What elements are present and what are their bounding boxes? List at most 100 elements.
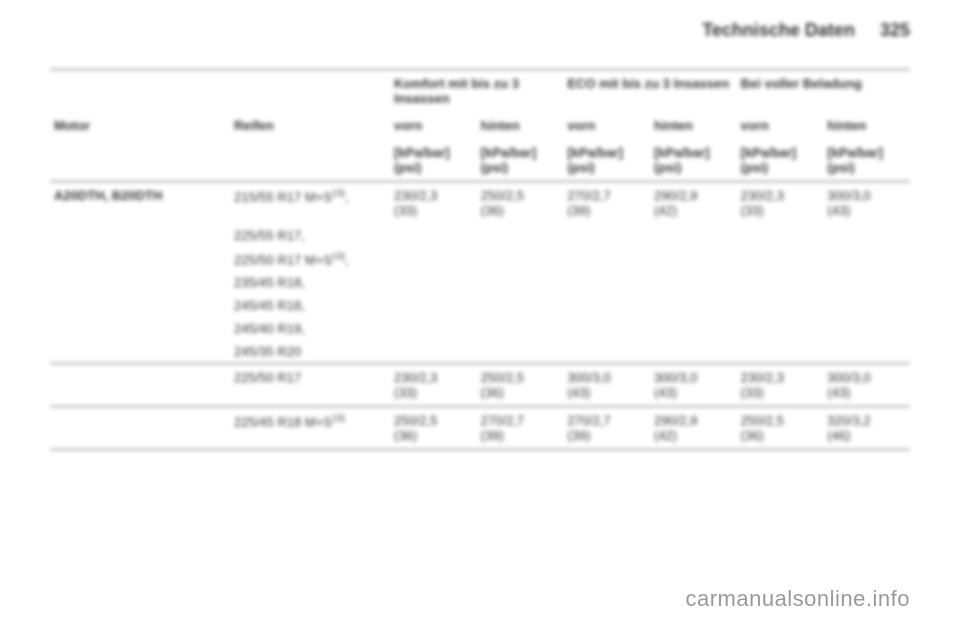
val-a: 320/3,2 [827,413,870,428]
col-motor: Motor [50,112,230,139]
val-b: (43) [654,385,677,400]
val-b: (36) [741,428,764,443]
val-cell: 230/2,3(33) [390,364,477,407]
val-b: (33) [394,385,417,400]
val-b: (33) [394,203,417,218]
unit-2: [kPa/bar] (psi) [477,139,564,182]
val-a: 290/2,9 [654,413,697,428]
tire-row: 225/55 R17, [50,224,910,247]
val-cell: 320/3,2(46) [823,407,910,450]
val-cell: 300/3,0(43) [650,364,737,407]
tire-cell: 245/35 R20 [230,340,390,364]
val-a: 270/2,7 [567,413,610,428]
tire-sup: 13) [332,188,345,198]
tire-cell: 215/55 R17 M+S13), [230,182,390,225]
document-page: Technische Daten 325 Komfort mit bis zu … [0,0,960,642]
header-title: Technische Daten [702,20,855,40]
val-a: 230/2,3 [394,370,437,385]
col-reifen: Reifen [230,112,390,139]
val-b: (36) [481,203,504,218]
val-cell: 250/2,5(36) [390,407,477,450]
page-number: 325 [880,20,910,40]
tire-tail: , [345,189,349,204]
val-a: 250/2,5 [481,188,524,203]
tire-cell: 225/50 R17 [230,364,390,407]
group-header-row: Komfort mit bis zu 3 Insassen ECO mit bi… [50,70,910,113]
tire-row: 245/40 R19, [50,317,910,340]
val-a: 300/3,0 [827,370,870,385]
tire-cell: 225/55 R17, [230,224,390,247]
tire-text: 225/45 R18 M+S [234,415,332,430]
val-cell: 300/3,0(43) [823,182,910,225]
page-header: Technische Daten 325 [50,20,910,41]
val-a: 250/2,5 [481,370,524,385]
col-hinten-2: hinten [650,112,737,139]
val-cell: 300/3,0(43) [823,364,910,407]
val-cell: 250/2,5(36) [737,407,824,450]
val-b: (39) [567,428,590,443]
val-b: (46) [827,428,850,443]
unit-1: [kPa/bar] (psi) [390,139,477,182]
col-vorn-1: vorn [390,112,477,139]
tire-cell: 225/50 R17 M+S13), [230,247,390,271]
unit-3: [kPa/bar] (psi) [563,139,650,182]
val-b: (33) [741,203,764,218]
val-cell: 250/2,5(36) [477,182,564,225]
val-b: (42) [654,428,677,443]
column-header-row: Motor Reifen vorn hinten vorn hinten vor… [50,112,910,139]
tire-sup: 13) [332,251,345,261]
tire-cell: 235/45 R18, [230,271,390,294]
tire-row: 235/45 R18, [50,271,910,294]
val-a: 300/3,0 [567,370,610,385]
val-cell: 270/2,7(39) [563,407,650,450]
val-a: 270/2,7 [567,188,610,203]
val-b: (43) [827,385,850,400]
unit-5: [kPa/bar] (psi) [737,139,824,182]
val-b: (36) [481,385,504,400]
val-cell: 290/2,9(42) [650,407,737,450]
val-b: (33) [741,385,764,400]
tire-text: 215/55 R17 M+S [234,189,332,204]
col-hinten-3: hinten [823,112,910,139]
val-cell: 250/2,5(36) [477,364,564,407]
val-b: (36) [394,428,417,443]
val-a: 270/2,7 [481,413,524,428]
val-a: 230/2,3 [741,188,784,203]
tire-cell: 245/45 R18, [230,294,390,317]
val-cell: 300/3,0(43) [563,364,650,407]
val-cell: 290/2,9(42) [650,182,737,225]
val-cell: 270/2,7(39) [563,182,650,225]
col-vorn-3: vorn [737,112,824,139]
col-vorn-2: vorn [563,112,650,139]
data-row-2: 225/50 R17 230/2,3(33) 250/2,5(36) 300/3… [50,364,910,407]
tire-row: 245/45 R18, [50,294,910,317]
val-a: 250/2,5 [394,413,437,428]
watermark-text: carmanualsonline.info [685,586,910,612]
val-a: 250/2,5 [741,413,784,428]
group-komfort: Komfort mit bis zu 3 Insassen [390,70,563,113]
data-row-3: 225/45 R18 M+S13) 250/2,5(36) 270/2,7(39… [50,407,910,450]
data-row-1: A20DTH, B20DTH 215/55 R17 M+S13), 230/2,… [50,182,910,225]
tire-pressure-table: Komfort mit bis zu 3 Insassen ECO mit bi… [50,69,910,450]
val-a: 290/2,9 [654,188,697,203]
unit-row: [kPa/bar] (psi) [kPa/bar] (psi) [kPa/bar… [50,139,910,182]
val-b: (42) [654,203,677,218]
tire-tail: , [345,252,349,267]
val-a: 300/3,0 [654,370,697,385]
tire-sup: 13) [332,413,345,423]
val-b: (43) [567,385,590,400]
val-b: (39) [481,428,504,443]
val-cell: 230/2,3(33) [737,182,824,225]
tire-cell: 225/45 R18 M+S13) [230,407,390,450]
unit-4: [kPa/bar] (psi) [650,139,737,182]
val-b: (39) [567,203,590,218]
val-cell: 230/2,3(33) [390,182,477,225]
col-hinten-1: hinten [477,112,564,139]
val-cell: 230/2,3(33) [737,364,824,407]
val-a: 230/2,3 [741,370,784,385]
motor-cell: A20DTH, B20DTH [50,182,230,225]
group-beladung: Bei voller Beladung [737,70,910,113]
val-a: 300/3,0 [827,188,870,203]
tire-cell: 245/40 R19, [230,317,390,340]
val-b: (43) [827,203,850,218]
